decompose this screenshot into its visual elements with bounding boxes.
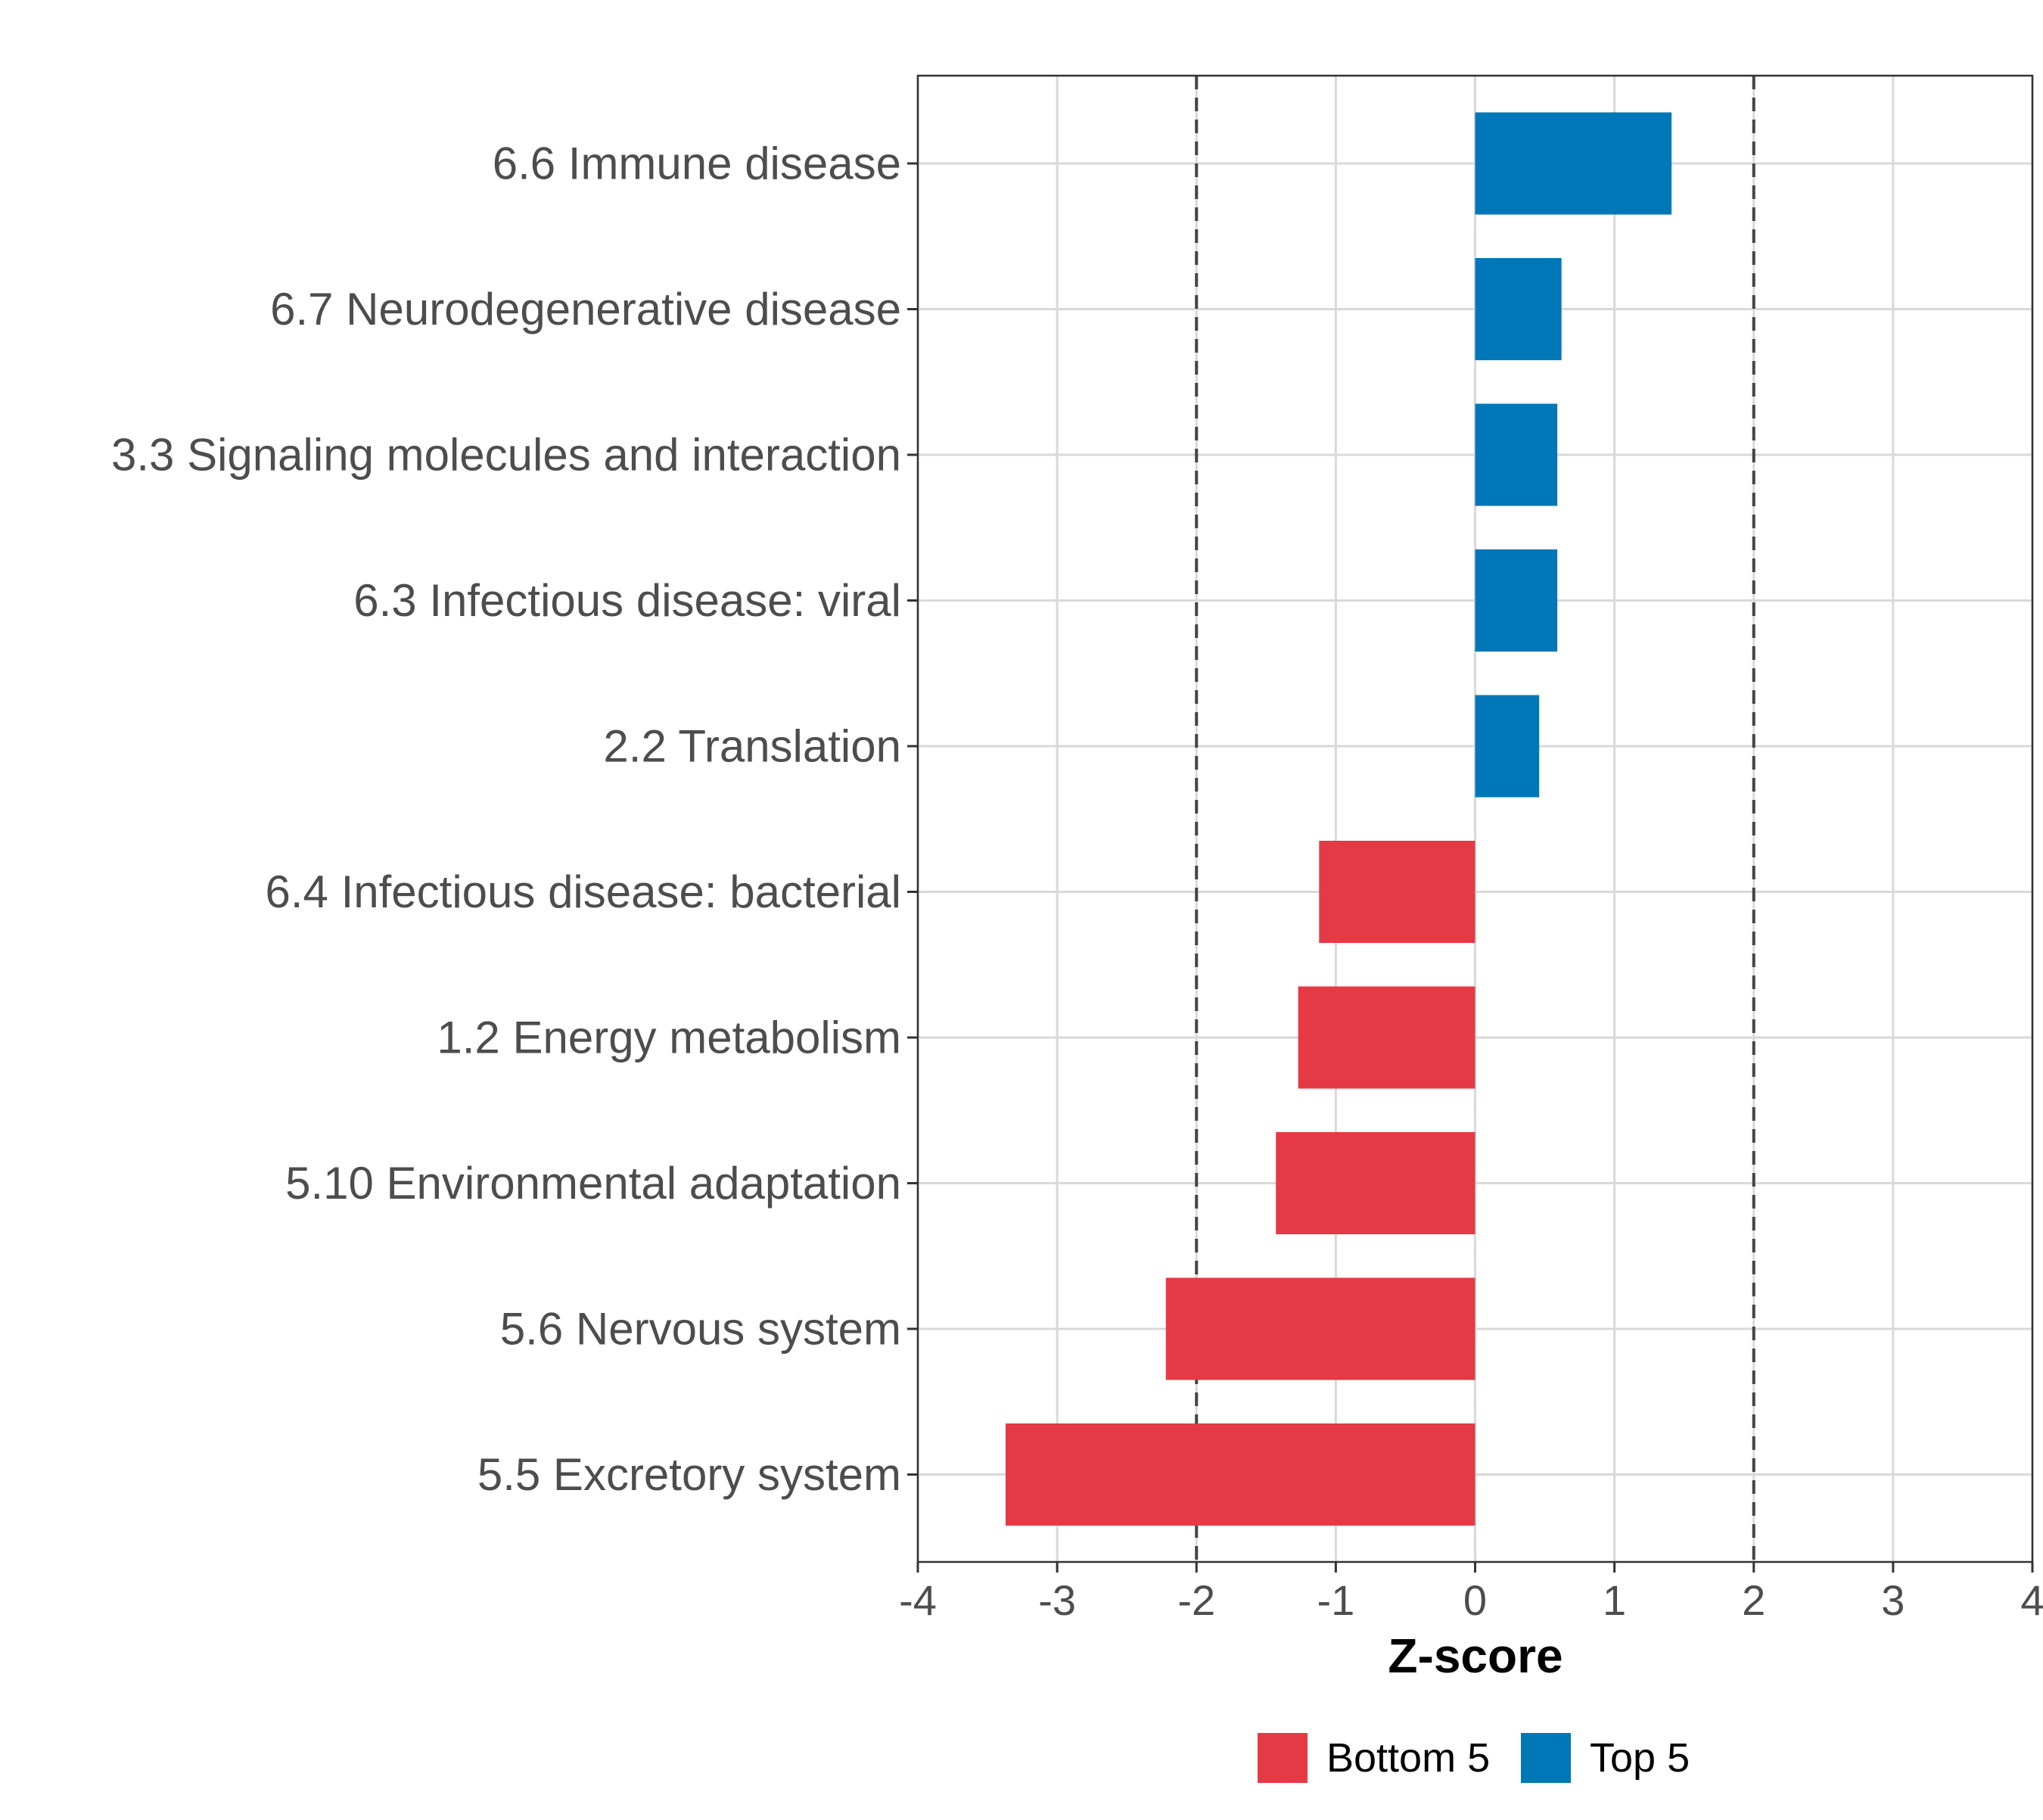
x-tick-label: 3 [1881, 1576, 1905, 1624]
legend-key [1258, 1733, 1308, 1783]
y-axis: 6.6 Immune disease 6.7 Neurodegenerative … [111, 138, 918, 1500]
x-axis: -4 -3 -2 -1 0 1 2 3 4 [899, 1562, 2043, 1624]
bar [1475, 549, 1558, 652]
bar [1005, 1423, 1476, 1526]
x-tick-label: -2 [1177, 1576, 1215, 1624]
y-tick-label: 3.3 Signaling molecules and interaction [111, 430, 901, 481]
x-tick-label: -3 [1038, 1576, 1076, 1624]
x-tick-label: 0 [1463, 1576, 1487, 1624]
bar [1276, 1132, 1476, 1234]
x-tick-label: 2 [1742, 1576, 1765, 1624]
legend: Bottom 5 Top 5 [1258, 1733, 1690, 1783]
y-tick-label: 6.4 Infectious disease: bacterial [266, 866, 902, 917]
x-tick-label: 1 [1603, 1576, 1626, 1624]
bar [1475, 112, 1672, 215]
y-tick-label: 5.5 Excretory system [477, 1449, 901, 1500]
x-axis-title: Z-score [1388, 1629, 1563, 1683]
y-tick-label: 2.2 Translation [603, 721, 901, 772]
x-tick-label: 4 [2020, 1576, 2043, 1624]
y-tick-label: 5.10 Environmental adaptation [285, 1158, 901, 1209]
bar [1475, 258, 1562, 360]
y-tick-label: 6.6 Immune disease [493, 138, 901, 189]
bar [1319, 841, 1476, 943]
y-tick-label: 5.6 Nervous system [500, 1304, 901, 1355]
y-tick-label: 1.2 Energy metabolism [437, 1013, 901, 1063]
y-tick-label: 6.3 Infectious disease: viral [353, 575, 901, 626]
y-tick-label: 6.7 Neurodegenerative disease [270, 284, 901, 334]
bar [1298, 986, 1476, 1089]
bar [1165, 1277, 1476, 1380]
x-tick-label: -1 [1317, 1576, 1354, 1624]
legend-label: Top 5 [1590, 1735, 1690, 1781]
legend-key [1521, 1733, 1571, 1783]
legend-label: Bottom 5 [1326, 1735, 1490, 1781]
bar [1475, 695, 1540, 798]
x-tick-label: -4 [899, 1576, 937, 1624]
bars [1005, 112, 1672, 1526]
bar [1475, 403, 1558, 506]
